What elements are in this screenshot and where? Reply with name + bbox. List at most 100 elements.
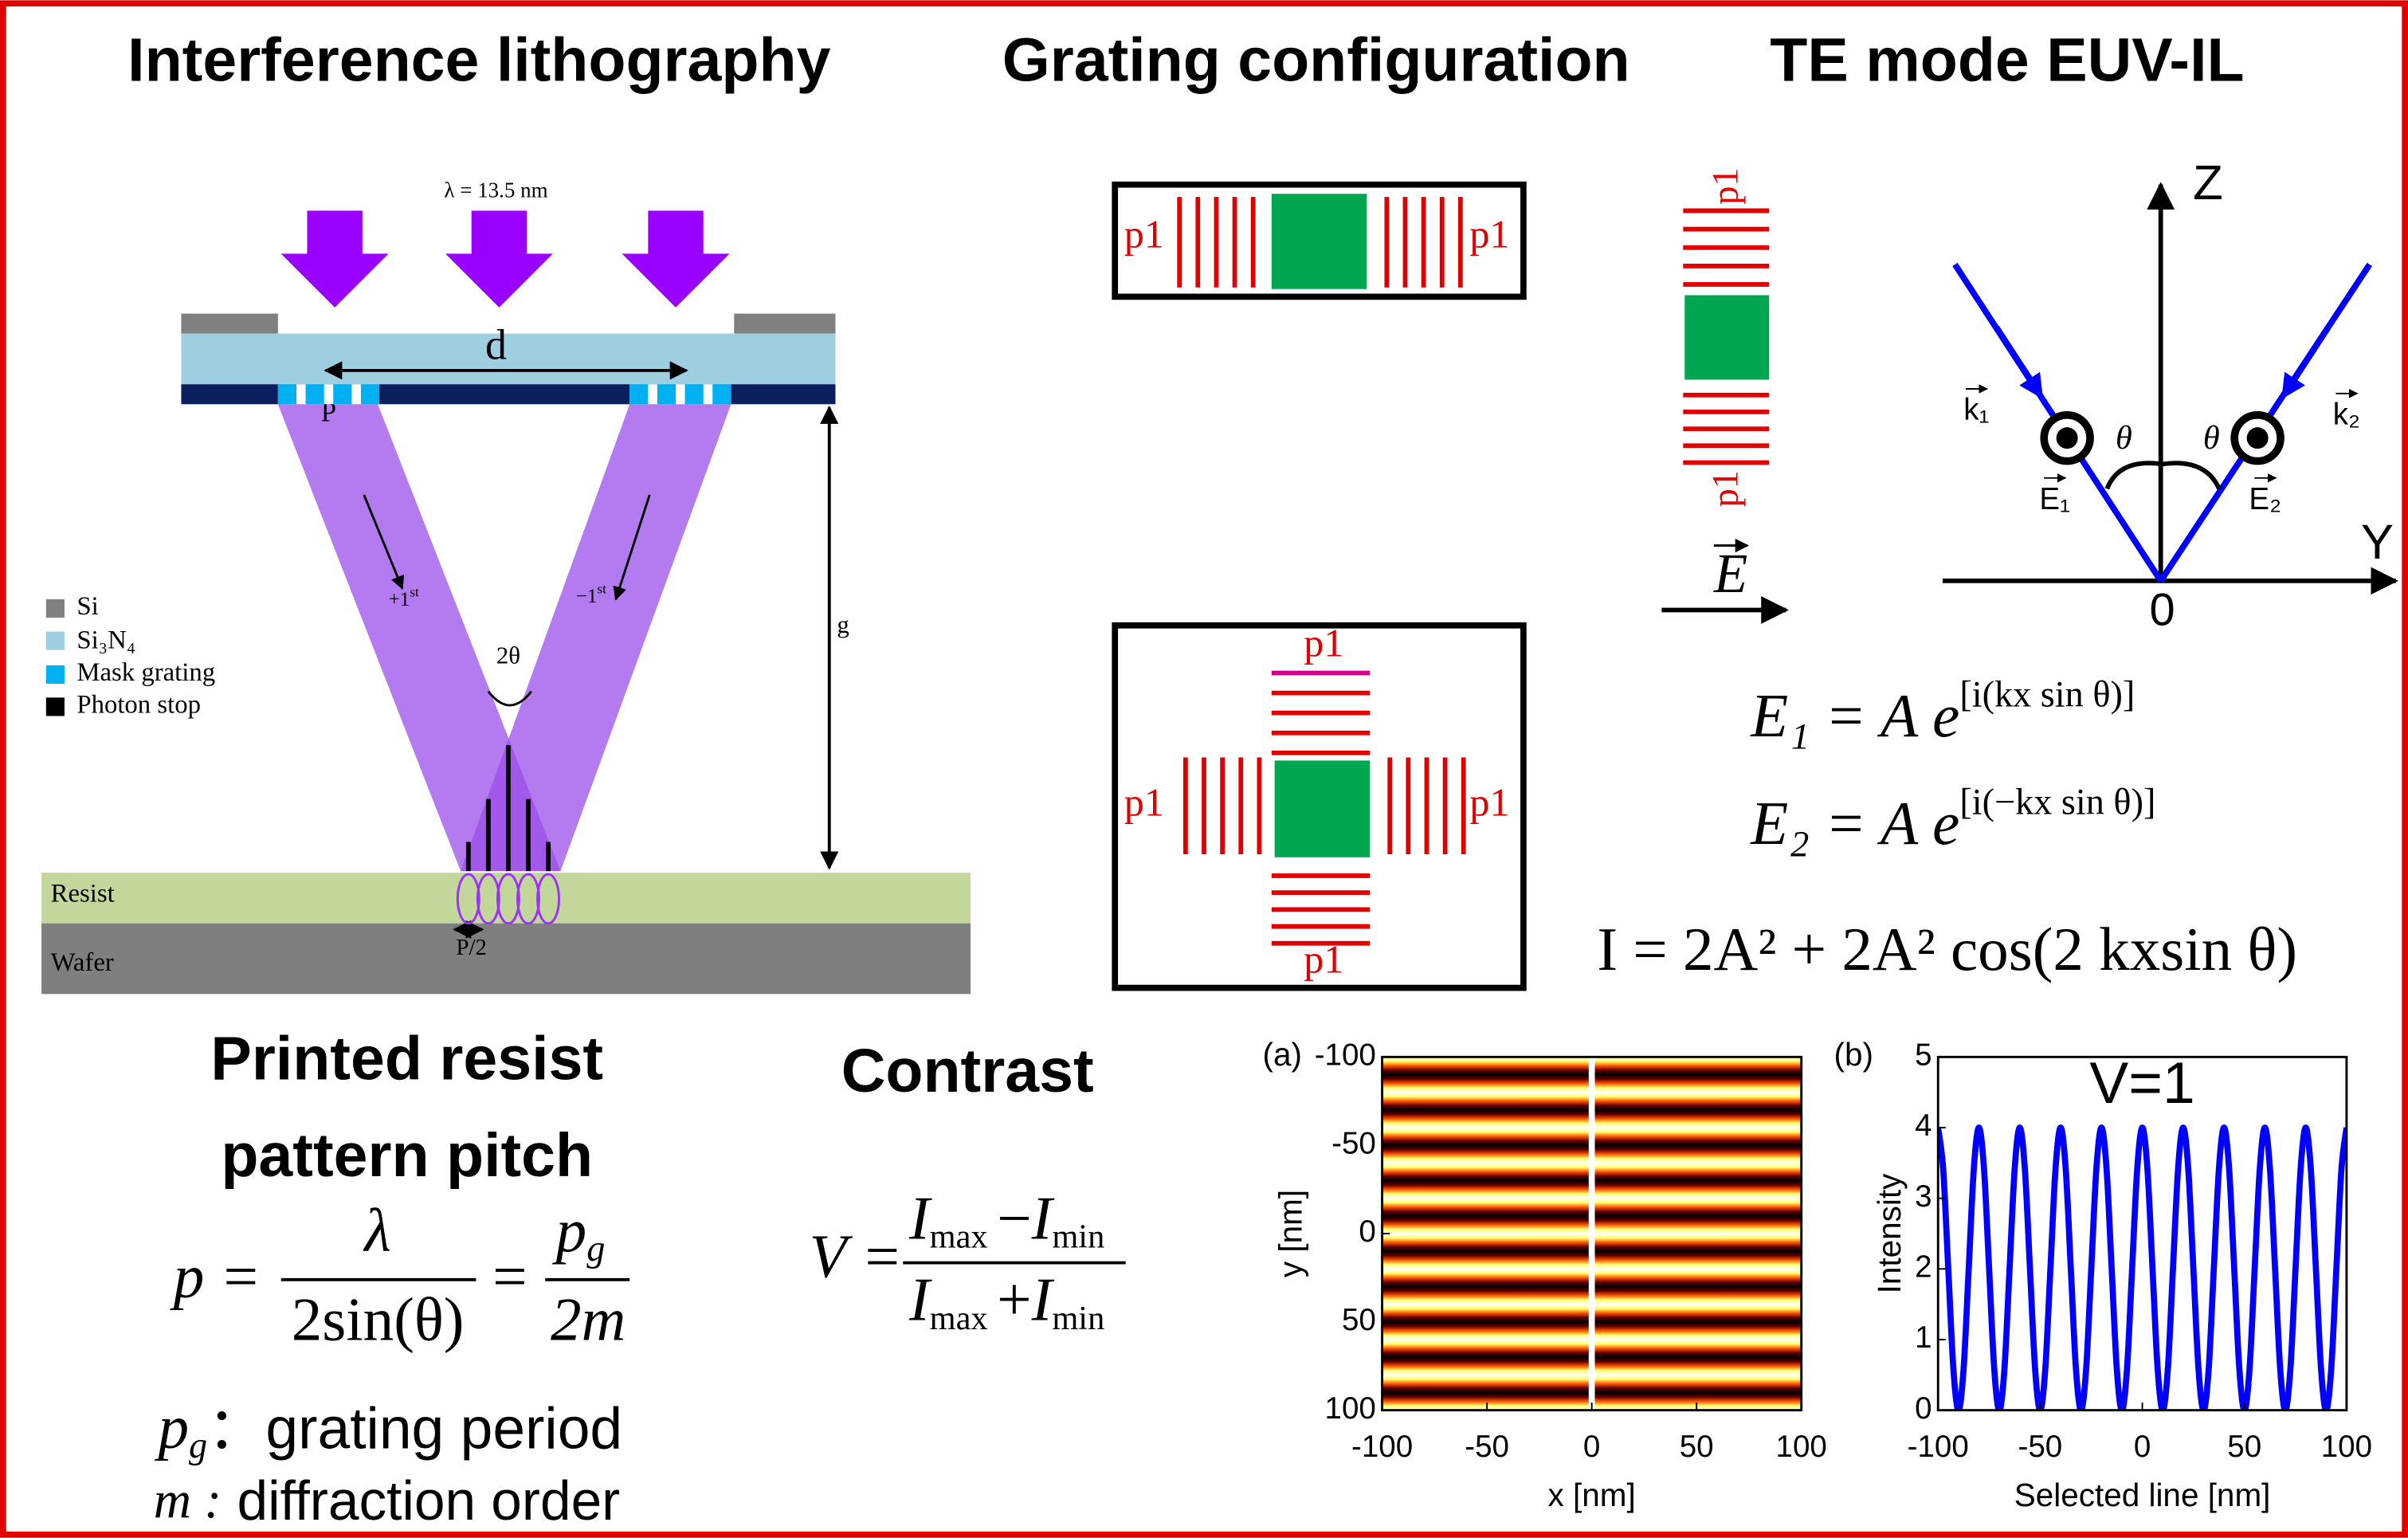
order-sup: st: [410, 584, 419, 599]
field-dot: [2057, 427, 2078, 449]
x-tick-label: 0: [2134, 1430, 2151, 1464]
definition-symbol: m :: [154, 1472, 222, 1529]
pitch-label: p1: [1304, 620, 1343, 665]
mask-grating: [685, 384, 704, 404]
x-axis-label: Selected line [nm]: [2014, 1477, 2271, 1513]
formula-part: pg: [552, 1196, 606, 1269]
pad: [1275, 760, 1370, 857]
formula-sub: g: [586, 1229, 605, 1269]
mask-grating: [278, 384, 296, 404]
y-tick-label: 2: [1915, 1250, 1931, 1285]
formula-sub: min: [1052, 1300, 1104, 1337]
section-title: Contrast: [841, 1037, 1094, 1105]
contrast-section: Contrast V = Imax−Imin Imax+Imin: [810, 1037, 1126, 1337]
definition: pg：grating period: [155, 1392, 623, 1465]
order-sup: st: [597, 581, 606, 596]
pitch-label: p1: [1706, 470, 1747, 507]
x-tick-label: -50: [2018, 1430, 2063, 1464]
pad: [1272, 194, 1367, 288]
y-tick-label: 50: [1342, 1303, 1376, 1337]
incident-arrow: [622, 210, 730, 307]
pitch-label: p1: [1124, 212, 1164, 257]
angle-label: 2θ: [496, 641, 520, 669]
formula-base: I: [908, 1265, 932, 1333]
intensity-line: [1938, 1128, 2347, 1410]
definition: m : diffraction order: [154, 1469, 621, 1532]
x-tick-label: 50: [1680, 1430, 1714, 1464]
y-tick-label: 0: [1915, 1391, 1931, 1426]
legend-label: Si: [76, 592, 98, 621]
formula-part: 2sin(θ): [292, 1285, 465, 1353]
x-tick-label: -100: [1908, 1430, 1969, 1464]
mask-grating: [629, 384, 648, 404]
formula-op: −: [997, 1183, 1031, 1252]
x-tick-label: -50: [1465, 1430, 1509, 1464]
x-tick-label: -100: [1351, 1430, 1413, 1464]
y-tick-label: 5: [1915, 1038, 1931, 1073]
incident-arrow: [281, 210, 389, 307]
y-tick-label: -100: [1315, 1038, 1376, 1073]
x-tick-label: 100: [2321, 1430, 2372, 1464]
equation: E₂ = A e[i(−kx sin θ)]: [1750, 782, 2155, 857]
equation: E₁ = A e[i(kx sin θ)]: [1750, 674, 2135, 750]
x-tick-label: 0: [1583, 1430, 1600, 1464]
origin-label: 0: [2150, 585, 2175, 636]
pad: [1684, 295, 1769, 379]
panel-label: (b): [1834, 1036, 1873, 1073]
legend-label: Mask grating: [76, 658, 215, 687]
equation-base: E₁ = A e: [1750, 681, 1959, 750]
order-base: −1: [576, 586, 598, 607]
section-title: Printed resist: [210, 1024, 603, 1093]
si-block: [181, 314, 277, 334]
y-tick-label: 3: [1915, 1179, 1931, 1214]
equation: I = 2A² + 2A² cos(2 kxsin θ): [1597, 915, 2297, 983]
y-tick-label: 100: [1325, 1391, 1376, 1426]
y-tick-label: 4: [1915, 1108, 1931, 1143]
resist-layer: [41, 873, 971, 924]
mask-grating: [361, 384, 379, 404]
section-title: pattern pitch: [221, 1121, 593, 1190]
field-dot: [2247, 427, 2269, 449]
axis-label: Z: [2193, 155, 2223, 210]
definition-text: ：grating period: [207, 1396, 622, 1461]
definition-sub: g: [189, 1425, 207, 1465]
grating-configuration: p1 p1 p1 p1 E p1 p1 p1 p1: [1115, 167, 1786, 987]
definition-text: diffraction order: [222, 1469, 620, 1532]
pitch-label: p1: [1469, 780, 1509, 825]
formula-base: I: [1031, 1265, 1055, 1333]
field-label: E₂: [2249, 482, 2281, 516]
si3n4-membrane: [181, 334, 835, 385]
mask-grating: [306, 384, 324, 404]
y-axis-label: y [nm]: [1272, 1190, 1308, 1277]
formula-part: =: [492, 1242, 527, 1310]
heading: Interference lithography: [127, 26, 830, 95]
lithography-diagram: λ = 13.5 nm d P +1st −1st 2θ g Resist Wa…: [41, 178, 971, 994]
wave-vector-label: k₂: [2333, 398, 2360, 432]
legend-swatch: [46, 665, 65, 684]
wave-arrow: [2288, 328, 2328, 389]
mask-grating: [657, 384, 676, 404]
page: Interference lithography Grating configu…: [0, 0, 2408, 1538]
heading: TE mode EUV-IL: [1770, 26, 2244, 95]
layer-label: Wafer: [51, 948, 114, 977]
formula-base: p: [552, 1196, 587, 1265]
y-tick-label: 1: [1915, 1320, 1931, 1355]
panel-label: (a): [1263, 1036, 1302, 1073]
formula-sub: max: [930, 1300, 988, 1337]
wave-arrow: [1996, 328, 2036, 389]
definition-symbol: p: [155, 1392, 190, 1461]
axis-label: Y: [2361, 515, 2394, 570]
equation-sup: [i(kx sin θ)]: [1959, 674, 2135, 715]
formula-part: 2m: [551, 1285, 626, 1353]
beam: [461, 404, 731, 871]
angle-label: θ: [2116, 419, 2132, 457]
formula-part: λ: [363, 1196, 390, 1265]
formula-part: Imax+Imin: [908, 1265, 1104, 1336]
legend-swatch: [46, 697, 65, 716]
gap-label: g: [837, 611, 849, 638]
legend-label: Si₃N₄: [76, 626, 135, 655]
y-axis-label: Intensity: [1871, 1173, 1908, 1293]
y-tick-label: -50: [1331, 1126, 1376, 1160]
